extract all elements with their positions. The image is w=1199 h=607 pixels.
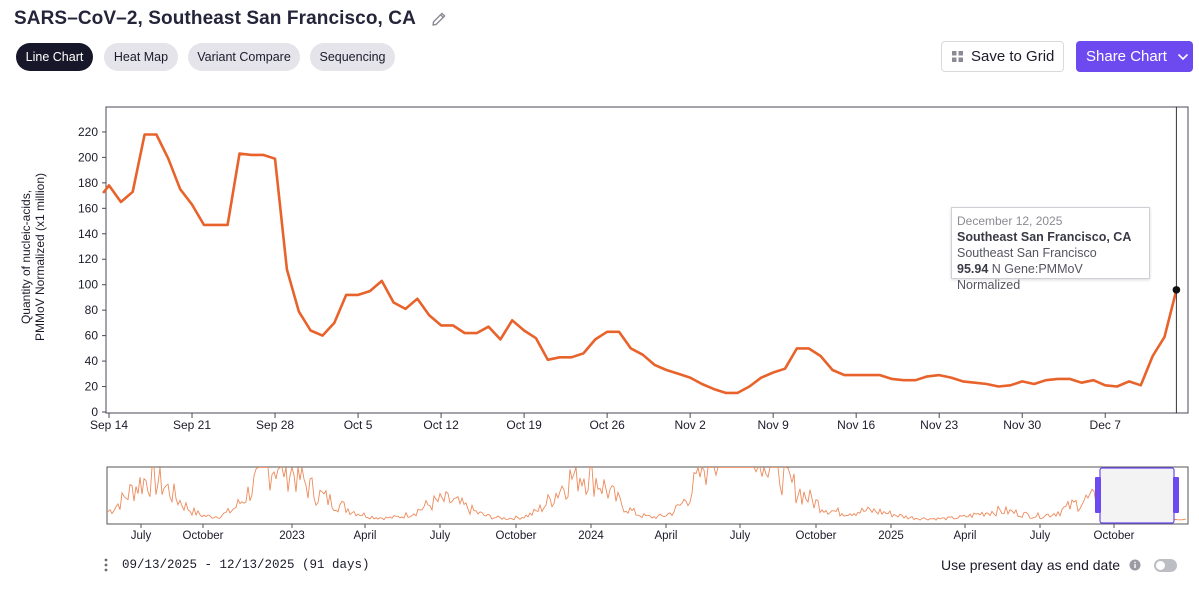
tooltip-value-row: 95.94 N Gene:PMMoV Normalized bbox=[957, 261, 1143, 293]
save-to-grid-label: Save to Grid bbox=[971, 48, 1055, 65]
x-tick-label: Nov 9 bbox=[757, 418, 789, 432]
x-tick-label: Sep 21 bbox=[173, 418, 211, 432]
overview-selection-window[interactable] bbox=[1099, 467, 1175, 524]
date-range-row: 09/13/2025 - 12/13/2025 (91 days) bbox=[104, 556, 370, 574]
y-tick-label: 140 bbox=[78, 227, 98, 241]
tab-variant-compare[interactable]: Variant Compare bbox=[188, 43, 300, 71]
overview-timeline[interactable]: July October 2023 April July October 2024 April… bbox=[0, 462, 1199, 542]
plot-frame bbox=[105, 106, 1189, 414]
share-chart-button[interactable]: Share Chart bbox=[1076, 41, 1193, 72]
tab-sequencing[interactable]: Sequencing bbox=[310, 43, 395, 71]
pencil-edit-icon[interactable] bbox=[430, 10, 448, 28]
y-axis-label: Quantity of nucleic-acids, PMMoV Normali… bbox=[19, 173, 47, 341]
overview-handle-right[interactable] bbox=[1173, 477, 1179, 513]
toggle-knob bbox=[1156, 560, 1165, 570]
overview-tick-label: April bbox=[953, 530, 976, 542]
present-day-toggle[interactable] bbox=[1154, 558, 1177, 572]
y-tick-label: 40 bbox=[85, 354, 99, 368]
x-tick-label: Nov 2 bbox=[674, 418, 706, 432]
y-tick-label: 80 bbox=[85, 303, 99, 317]
x-tick-label: Oct 26 bbox=[589, 418, 625, 432]
date-range-text: 09/13/2025 - 12/13/2025 (91 days) bbox=[122, 558, 370, 572]
overview-tick-label: October bbox=[183, 530, 224, 542]
y-tick-label: 200 bbox=[78, 150, 98, 164]
hover-point bbox=[1172, 286, 1181, 294]
page-title: SARS–CoV–2, Southeast San Francisco, CA bbox=[14, 8, 416, 29]
y-tick-label: 220 bbox=[78, 125, 98, 139]
y-tick-label: 100 bbox=[78, 278, 98, 292]
x-tick-label: Sep 14 bbox=[90, 418, 128, 432]
info-icon[interactable] bbox=[1129, 559, 1141, 571]
x-tick-label: Sep 28 bbox=[256, 418, 294, 432]
y-tick-label: 0 bbox=[91, 405, 98, 419]
save-to-grid-button[interactable]: Save to Grid bbox=[941, 41, 1064, 72]
tooltip-date: December 12, 2025 bbox=[957, 214, 1063, 228]
tooltip-unit: N Gene:PMMoV Normalized bbox=[957, 262, 1083, 292]
series-line-southeast-sf[interactable] bbox=[102, 133, 1178, 395]
chevron-down-icon bbox=[1177, 53, 1188, 60]
grid-icon bbox=[952, 51, 963, 62]
y-tick-label: 180 bbox=[78, 176, 98, 190]
y-axis-label-line2: PMMoV Normalized (x1 million) bbox=[33, 173, 47, 341]
present-day-label: Use present day as end date bbox=[940, 557, 1120, 573]
overview-tick-label: 2023 bbox=[279, 530, 305, 542]
overview-tick-label: 2025 bbox=[878, 530, 904, 542]
overview-tick-label: 2024 bbox=[578, 530, 604, 542]
overview-tick-label: October bbox=[496, 530, 537, 542]
y-tick-label: 160 bbox=[78, 201, 98, 215]
title-row: SARS–CoV–2, Southeast San Francisco, CA bbox=[14, 8, 448, 30]
tooltip-value: 95.94 bbox=[957, 262, 989, 276]
overview-tick-label: July bbox=[430, 530, 451, 542]
hover-tooltip: December 12, 2025 Southeast San Francisc… bbox=[951, 207, 1150, 292]
overview-handle-left[interactable] bbox=[1095, 477, 1101, 513]
present-day-row: Use present day as end date bbox=[941, 556, 1177, 574]
overview-tick-label: July bbox=[131, 530, 152, 542]
overview-tick-label: July bbox=[1030, 530, 1051, 542]
overview-tick-label: October bbox=[796, 530, 837, 542]
share-chart-label: Share Chart bbox=[1086, 48, 1167, 65]
tab-heat-map[interactable]: Heat Map bbox=[104, 43, 178, 71]
y-axis-label-line1: Quantity of nucleic-acids, bbox=[19, 190, 33, 324]
overview-tick-label: April bbox=[654, 530, 677, 542]
tooltip-site: Southeast San Francisco, CA bbox=[957, 230, 1132, 244]
y-ticks: 0 20 40 60 80 100 120 140 160 180 200 220 bbox=[78, 125, 106, 419]
x-tick-label: Nov 23 bbox=[920, 418, 958, 432]
x-tick-label: Nov 16 bbox=[837, 418, 875, 432]
y-tick-label: 20 bbox=[85, 380, 99, 394]
overview-tick-label: April bbox=[353, 530, 376, 542]
tab-line-chart[interactable]: Line Chart bbox=[16, 43, 93, 71]
overview-tick-label: July bbox=[730, 530, 751, 542]
x-ticks: Sep 14 Sep 21 Sep 28 Oct 5 Oct 12 Oct 19 Oct 2… bbox=[90, 413, 1121, 432]
x-tick-label: Oct 5 bbox=[344, 418, 373, 432]
overview-series-line bbox=[107, 465, 1187, 521]
tooltip-subsite: Southeast San Francisco bbox=[957, 246, 1097, 260]
y-tick-label: 60 bbox=[85, 329, 99, 343]
drag-handle-icon[interactable] bbox=[104, 558, 108, 572]
x-tick-label: Oct 19 bbox=[506, 418, 542, 432]
overview-tick-label: October bbox=[1094, 530, 1135, 542]
overview-tick-labels: July October 2023 April July October 2024 April… bbox=[131, 524, 1135, 542]
main-line-chart[interactable]: Quantity of nucleic-acids, PMMoV Normali… bbox=[0, 100, 1199, 540]
x-tick-label: Nov 30 bbox=[1003, 418, 1041, 432]
y-tick-label: 120 bbox=[78, 252, 98, 266]
x-tick-label: Oct 12 bbox=[423, 418, 459, 432]
x-tick-label: Dec 7 bbox=[1090, 418, 1122, 432]
